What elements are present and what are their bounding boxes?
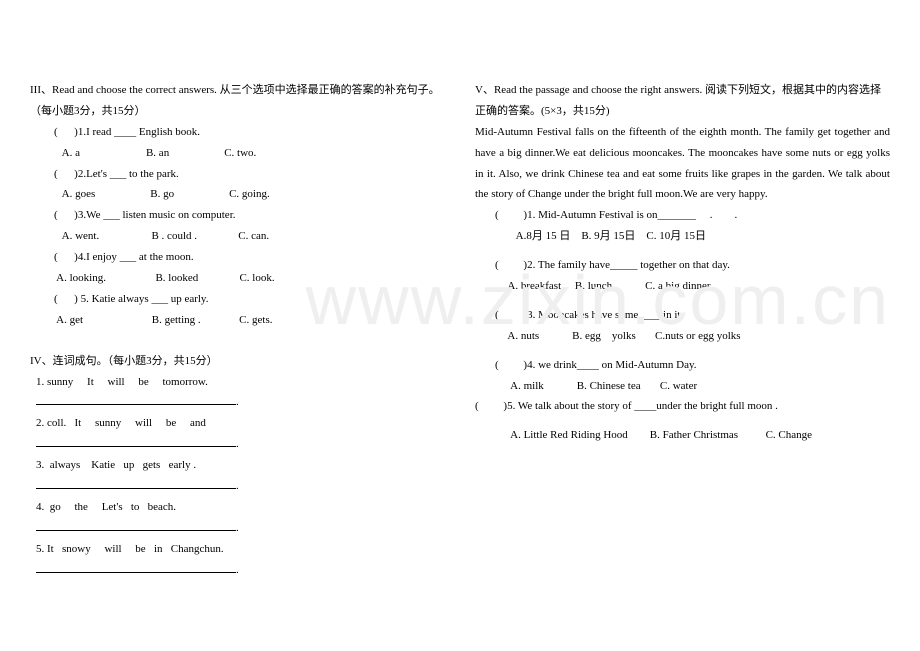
q5-4-opts: A. milk B. Chinese tea C. water xyxy=(475,376,890,397)
q5-2-opts: A. breakfast B. lunch C. a big dinner xyxy=(475,276,890,297)
q4-2-blank: . xyxy=(30,434,445,455)
q4-5: 5. It snowy will be in Changchun. xyxy=(30,539,445,560)
q3-2-prompt: ( )2.Let's ___ to the park. xyxy=(30,164,445,185)
q5-1-opts: A.8月 15 日 B. 9月 15日 C. 10月 15日 xyxy=(475,226,890,247)
q5-2-prompt: ( )2. The family have_____ together on t… xyxy=(475,255,890,276)
section3-heading: III、Read and choose the correct answers.… xyxy=(30,80,445,101)
q5-4-prompt: ( )4. we drink____ on Mid-Autumn Day. xyxy=(475,355,890,376)
right-column: V、Read the passage and choose the right … xyxy=(475,80,890,580)
q3-4-prompt: ( )4.I enjoy ___ at the moon. xyxy=(30,247,445,268)
q5-1-prompt: ( )1. Mid-Autumn Festival is on_______ .… xyxy=(475,205,890,226)
left-column: III、Read and choose the correct answers.… xyxy=(30,80,445,580)
section4-heading: IV、连词成句。（每小题3分，共15分） xyxy=(30,351,445,372)
q5-5-prompt: ( )5. We talk about the story of ____und… xyxy=(475,396,890,417)
q5-final-opts: A. Little Red Riding Hood B. Father Chri… xyxy=(475,425,890,446)
q3-2-opts: A. goes B. go C. going. xyxy=(30,184,445,205)
q5-3-prompt: ( )3. Mooncakes have some____ in it. xyxy=(475,305,890,326)
q3-5-prompt: ( ) 5. Katie always ___ up early. xyxy=(30,289,445,310)
q4-5-blank: . xyxy=(30,560,445,581)
section5-heading: V、Read the passage and choose the right … xyxy=(475,80,890,122)
q4-1-blank: . xyxy=(30,392,445,413)
q3-3-opts: A. went. B . could . C. can. xyxy=(30,226,445,247)
q4-3: 3. always Katie up gets early . xyxy=(30,455,445,476)
q4-1: 1. sunny It will be tomorrow. xyxy=(30,372,445,393)
q3-1-prompt: ( )1.I read ____ English book. xyxy=(30,122,445,143)
q4-4-blank: . xyxy=(30,518,445,539)
q3-4-opts: A. looking. B. looked C. look. xyxy=(30,268,445,289)
q4-3-blank: . xyxy=(30,476,445,497)
section3-scoring: （每小题3分，共15分） xyxy=(30,101,445,122)
q3-1-opts: A. a B. an C. two. xyxy=(30,143,445,164)
q5-3-opts: A. nuts B. egg yolks C.nuts or egg yolks xyxy=(475,326,890,347)
q3-3-prompt: ( )3.We ___ listen music on computer. xyxy=(30,205,445,226)
page: III、Read and choose the correct answers.… xyxy=(0,0,920,600)
q4-4: 4. go the Let's to beach. xyxy=(30,497,445,518)
q4-2: 2. coll. It sunny will be and xyxy=(30,413,445,434)
q3-5-opts: A. get B. getting . C. gets. xyxy=(30,310,445,331)
passage: Mid-Autumn Festival falls on the fifteen… xyxy=(475,122,890,206)
